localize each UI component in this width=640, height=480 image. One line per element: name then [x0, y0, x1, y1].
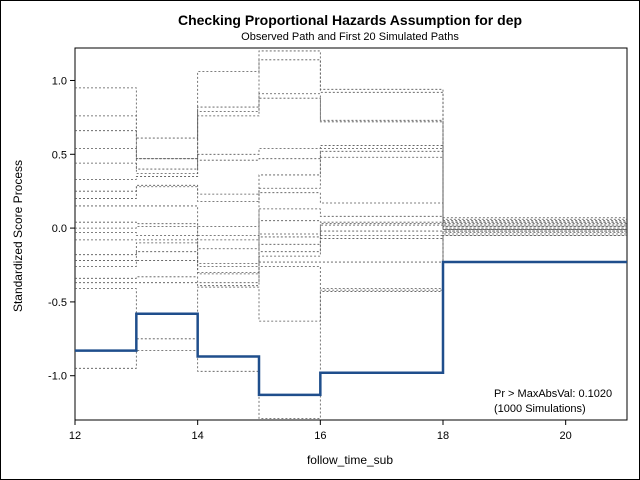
simulated-path-11	[75, 220, 627, 241]
simulated-path-7	[75, 150, 627, 226]
simulated-path-3	[75, 93, 627, 222]
simulated-path-9	[75, 192, 627, 228]
simulated-path-2	[75, 59, 627, 220]
chart-title: Checking Proportional Hazards Assumption…	[178, 12, 522, 28]
y-axis-label: Standardized Score Process	[11, 160, 25, 312]
simulated-path-19	[75, 235, 627, 340]
simulated-path-6	[75, 147, 627, 225]
simulated-path-10	[75, 208, 627, 236]
simulated-path-8	[75, 156, 627, 226]
simulated-path-16	[75, 230, 627, 275]
observed-path-group	[75, 260, 627, 397]
x-axis: 12 14 16 18 20	[69, 420, 572, 442]
y-tick-label--0.5: -0.5	[48, 297, 67, 309]
x-axis-label: follow_time_sub	[307, 453, 393, 467]
x-tick-label-18: 18	[437, 430, 449, 442]
x-tick-label-12: 12	[69, 430, 81, 442]
y-tick-label-0: 0.0	[52, 223, 67, 235]
chart-subtitle: Observed Path and First 20 Simulated Pat…	[241, 31, 459, 43]
simulated-path-15	[75, 230, 627, 273]
simulated-paths	[75, 50, 627, 419]
x-tick-label-14: 14	[192, 430, 204, 442]
simulated-path-5	[75, 145, 627, 223]
y-tick-label-1: 1.0	[52, 75, 67, 87]
simulated-path-4	[75, 97, 627, 223]
x-tick-label-16: 16	[314, 430, 326, 442]
simulated-path-17	[75, 232, 627, 284]
simulated-path-1	[75, 50, 627, 219]
x-tick-label-20: 20	[560, 430, 572, 442]
y-tick-label-0.5: 0.5	[52, 149, 67, 161]
simulated-path-12	[75, 223, 627, 250]
pvalue-annotation: Pr > MaxAbsVal: 0.1020	[494, 388, 612, 400]
observed-path	[75, 260, 627, 397]
y-axis: -1.0 -0.5 0.0 0.5 1.0	[48, 75, 75, 383]
simulations-annotation: (1000 Simulations)	[494, 403, 586, 415]
plot-area	[74, 47, 628, 421]
y-tick-label--1: -1.0	[48, 371, 67, 383]
